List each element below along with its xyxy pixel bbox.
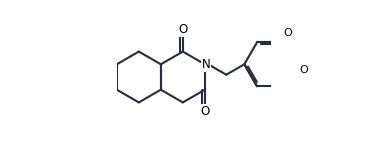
Text: N: N: [202, 58, 211, 71]
Text: O: O: [178, 23, 187, 36]
Text: O: O: [300, 65, 308, 75]
Text: O: O: [283, 28, 292, 38]
Text: O: O: [200, 105, 209, 118]
